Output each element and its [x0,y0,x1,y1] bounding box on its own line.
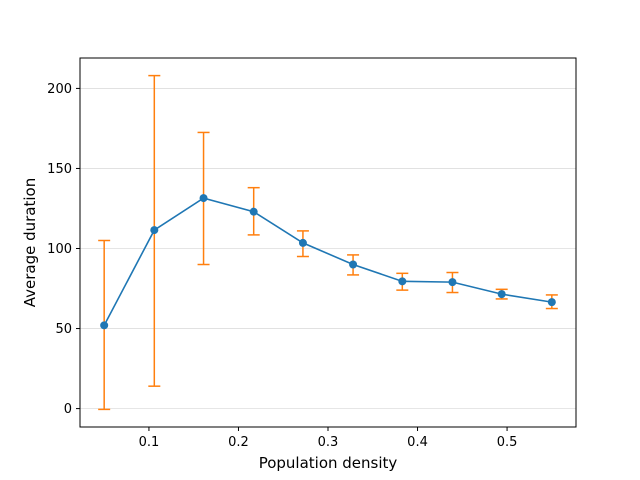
x-axis-label: Population density [259,454,398,472]
data-point [398,277,407,286]
x-axis: 0.1 0.2 0.3 0.4 0.5 [139,427,518,450]
data-point [497,290,506,299]
data-point [249,207,258,216]
x-tick-label: 0.2 [228,435,249,450]
data-point [100,321,109,330]
x-tick-label: 0.1 [139,435,160,450]
y-axis: 0 50 100 150 200 [47,82,80,417]
error-bars [98,74,558,411]
grid-lines [80,88,576,409]
x-tick-label: 0.5 [497,435,518,450]
data-point [547,298,556,307]
x-tick-label: 0.4 [407,435,428,450]
data-series [100,194,556,330]
y-axis-label: Average duration [21,178,39,308]
y-tick-label: 100 [47,242,72,257]
data-point [448,278,457,287]
series-line [103,197,552,326]
data-point [298,238,307,247]
y-tick-label: 50 [55,322,72,337]
y-tick-label: 0 [64,402,72,417]
y-tick-label: 150 [47,162,72,177]
data-point [349,260,358,269]
data-point [150,226,159,235]
y-tick-label: 200 [47,82,72,97]
data-point [199,194,208,203]
x-tick-label: 0.3 [318,435,339,450]
